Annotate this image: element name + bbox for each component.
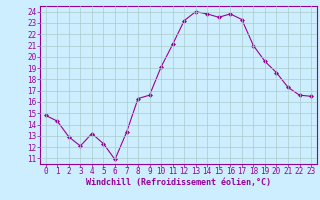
X-axis label: Windchill (Refroidissement éolien,°C): Windchill (Refroidissement éolien,°C) [86, 178, 271, 187]
